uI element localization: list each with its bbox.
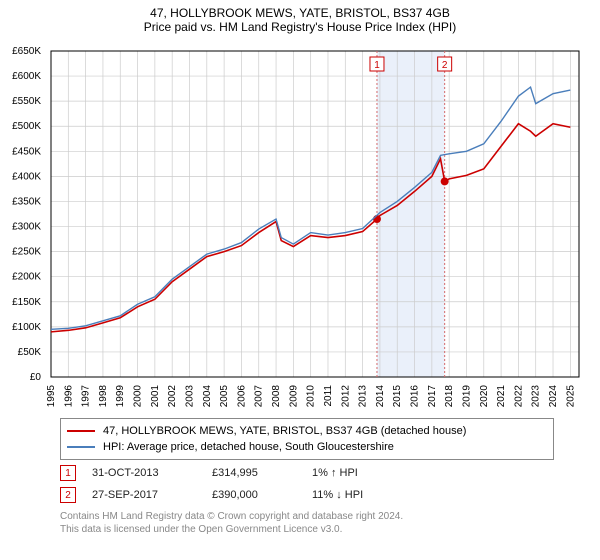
svg-text:£600K: £600K bbox=[12, 71, 41, 82]
svg-text:£550K: £550K bbox=[12, 96, 41, 107]
svg-text:2005: 2005 bbox=[219, 385, 230, 408]
sale-price-1: £390,000 bbox=[212, 489, 312, 501]
legend-swatch-0 bbox=[67, 430, 95, 432]
svg-text:2016: 2016 bbox=[410, 385, 421, 408]
svg-text:£400K: £400K bbox=[12, 171, 41, 182]
svg-text:£50K: £50K bbox=[18, 347, 42, 358]
svg-text:2019: 2019 bbox=[461, 385, 472, 408]
chart-svg: £0£50K£100K£150K£200K£250K£300K£350K£400… bbox=[45, 45, 585, 405]
title-line1: 47, HOLLYBROOK MEWS, YATE, BRISTOL, BS37… bbox=[0, 6, 600, 20]
svg-text:2002: 2002 bbox=[167, 385, 178, 408]
legend-label-1: HPI: Average price, detached house, Sout… bbox=[103, 441, 394, 453]
title-line2: Price paid vs. HM Land Registry's House … bbox=[0, 20, 600, 34]
svg-text:1996: 1996 bbox=[63, 385, 74, 408]
svg-text:1999: 1999 bbox=[115, 385, 126, 408]
svg-text:2007: 2007 bbox=[254, 385, 265, 408]
svg-text:2014: 2014 bbox=[375, 385, 386, 408]
svg-text:2023: 2023 bbox=[531, 385, 542, 408]
svg-text:£0: £0 bbox=[30, 372, 42, 383]
legend-swatch-1 bbox=[67, 446, 95, 448]
sale-delta-0: 1% ↑ HPI bbox=[312, 467, 412, 479]
legend-row-0: 47, HOLLYBROOK MEWS, YATE, BRISTOL, BS37… bbox=[67, 423, 547, 439]
sales-table: 1 31-OCT-2013 £314,995 1% ↑ HPI 2 27-SEP… bbox=[60, 462, 412, 506]
svg-text:2000: 2000 bbox=[133, 385, 144, 408]
svg-text:£150K: £150K bbox=[12, 297, 41, 308]
svg-text:2020: 2020 bbox=[479, 385, 490, 408]
svg-text:£100K: £100K bbox=[12, 322, 41, 333]
svg-text:2024: 2024 bbox=[548, 385, 559, 408]
title-block: 47, HOLLYBROOK MEWS, YATE, BRISTOL, BS37… bbox=[0, 0, 600, 34]
footer-line2: This data is licensed under the Open Gov… bbox=[60, 523, 403, 536]
svg-text:2003: 2003 bbox=[184, 385, 195, 408]
svg-text:1995: 1995 bbox=[46, 385, 57, 408]
svg-text:2017: 2017 bbox=[427, 385, 438, 408]
svg-text:£300K: £300K bbox=[12, 222, 41, 233]
footer: Contains HM Land Registry data © Crown c… bbox=[60, 510, 403, 536]
svg-text:2021: 2021 bbox=[496, 385, 507, 408]
svg-text:2009: 2009 bbox=[288, 385, 299, 408]
sale-delta-1: 11% ↓ HPI bbox=[312, 489, 412, 501]
svg-text:2015: 2015 bbox=[392, 385, 403, 408]
svg-text:1: 1 bbox=[374, 60, 380, 71]
sale-price-0: £314,995 bbox=[212, 467, 312, 479]
svg-text:1997: 1997 bbox=[81, 385, 92, 408]
svg-text:2013: 2013 bbox=[358, 385, 369, 408]
svg-text:£450K: £450K bbox=[12, 146, 41, 157]
sale-date-0: 31-OCT-2013 bbox=[92, 467, 212, 479]
svg-text:2004: 2004 bbox=[202, 385, 213, 408]
svg-text:2006: 2006 bbox=[236, 385, 247, 408]
sale-marker-1: 2 bbox=[60, 487, 76, 503]
sale-marker-num-1: 2 bbox=[65, 490, 71, 501]
sales-row-0: 1 31-OCT-2013 £314,995 1% ↑ HPI bbox=[60, 462, 412, 484]
svg-text:2022: 2022 bbox=[513, 385, 524, 408]
svg-text:1998: 1998 bbox=[98, 385, 109, 408]
legend-row-1: HPI: Average price, detached house, Sout… bbox=[67, 439, 547, 455]
sale-marker-num-0: 1 bbox=[65, 468, 71, 479]
svg-text:2012: 2012 bbox=[340, 385, 351, 408]
legend-box: 47, HOLLYBROOK MEWS, YATE, BRISTOL, BS37… bbox=[60, 418, 554, 460]
svg-text:£350K: £350K bbox=[12, 196, 41, 207]
svg-text:£650K: £650K bbox=[12, 46, 41, 57]
svg-text:£250K: £250K bbox=[12, 247, 41, 258]
svg-text:2008: 2008 bbox=[271, 385, 282, 408]
svg-text:£500K: £500K bbox=[12, 121, 41, 132]
footer-line1: Contains HM Land Registry data © Crown c… bbox=[60, 510, 403, 523]
svg-text:£200K: £200K bbox=[12, 272, 41, 283]
svg-text:2018: 2018 bbox=[444, 385, 455, 408]
svg-text:2010: 2010 bbox=[306, 385, 317, 408]
chart-container: 47, HOLLYBROOK MEWS, YATE, BRISTOL, BS37… bbox=[0, 0, 600, 560]
svg-text:2011: 2011 bbox=[323, 385, 334, 407]
legend-label-0: 47, HOLLYBROOK MEWS, YATE, BRISTOL, BS37… bbox=[103, 425, 466, 437]
svg-text:2: 2 bbox=[442, 60, 448, 71]
svg-text:2025: 2025 bbox=[565, 385, 576, 408]
sale-marker-0: 1 bbox=[60, 465, 76, 481]
svg-text:2001: 2001 bbox=[150, 385, 161, 408]
sales-row-1: 2 27-SEP-2017 £390,000 11% ↓ HPI bbox=[60, 484, 412, 506]
sale-date-1: 27-SEP-2017 bbox=[92, 489, 212, 501]
